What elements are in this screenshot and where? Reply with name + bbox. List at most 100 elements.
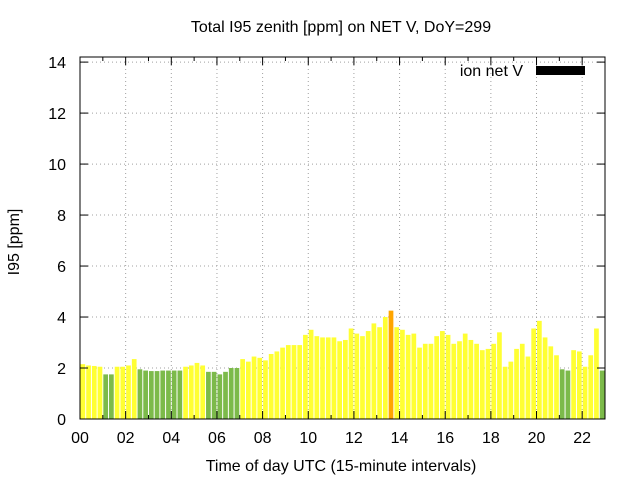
bar — [445, 334, 451, 419]
bar — [228, 368, 234, 419]
x-tick-label: 02 — [117, 430, 135, 447]
bar — [519, 343, 525, 419]
bar — [86, 365, 91, 419]
bar — [531, 328, 537, 419]
bar — [371, 323, 377, 419]
bar — [497, 332, 502, 419]
bar — [314, 336, 320, 419]
x-tick-label: 08 — [254, 430, 272, 447]
bar — [160, 370, 166, 419]
bar — [479, 350, 485, 419]
bar — [405, 334, 411, 419]
bar — [91, 365, 97, 419]
bar — [508, 361, 514, 419]
bar — [548, 346, 554, 419]
y-tick-label: 4 — [57, 310, 66, 327]
x-tick-label: 12 — [345, 430, 363, 447]
x-axis-label: Time of day UTC (15-minute intervals) — [206, 458, 477, 475]
y-tick-label: 14 — [48, 55, 66, 72]
bar — [217, 374, 223, 419]
bar — [257, 357, 263, 419]
legend-label: ion net V — [460, 63, 523, 80]
x-tick-label: 20 — [528, 430, 546, 447]
grid — [80, 57, 605, 419]
x-tick-label: 16 — [436, 430, 454, 447]
y-tick-label: 0 — [57, 412, 66, 429]
x-tick-label: 18 — [482, 430, 500, 447]
bar — [382, 317, 388, 419]
bar — [188, 365, 194, 419]
legend: ion net V — [460, 63, 585, 80]
y-axis-label: I95 [ppm] — [6, 209, 23, 276]
bar — [440, 331, 445, 419]
bar — [354, 333, 360, 419]
bar — [171, 370, 177, 419]
bar — [325, 337, 331, 419]
bar — [588, 355, 594, 419]
bar — [166, 370, 171, 419]
bar — [576, 351, 582, 419]
bar — [291, 345, 297, 419]
bar — [434, 336, 440, 419]
bar — [251, 356, 257, 419]
y-tick-label: 6 — [57, 259, 66, 276]
bar — [211, 371, 217, 419]
bar — [337, 341, 342, 419]
bar — [297, 345, 303, 419]
bar — [97, 366, 103, 419]
x-tick-label: 14 — [391, 430, 409, 447]
bar — [223, 371, 228, 419]
x-tick-label: 04 — [162, 430, 180, 447]
bar — [80, 364, 86, 419]
bar — [542, 337, 548, 419]
bars — [80, 310, 605, 419]
axes — [79, 56, 606, 420]
bar — [457, 341, 462, 419]
bar — [331, 337, 337, 419]
bar — [131, 359, 137, 419]
bar — [525, 356, 531, 419]
bar — [422, 343, 428, 419]
bar — [554, 355, 559, 419]
bar — [468, 339, 474, 419]
bar — [245, 361, 251, 419]
bar — [137, 369, 143, 419]
bar — [394, 327, 400, 419]
bar — [462, 333, 468, 419]
chart-title: Total I95 zenith [ppm] on NET V, DoY=299 — [191, 19, 491, 36]
bar — [240, 359, 245, 419]
plot-frame — [79, 56, 606, 420]
bar — [599, 370, 605, 419]
bar — [559, 369, 565, 419]
x-tick-label: 22 — [573, 430, 591, 447]
bar — [206, 371, 211, 419]
bar — [582, 366, 588, 419]
bar — [411, 333, 417, 419]
bar — [120, 366, 126, 419]
bar — [280, 347, 285, 419]
bar — [377, 327, 382, 419]
bar — [234, 368, 240, 419]
bar — [177, 370, 183, 419]
legend-swatch — [536, 66, 585, 75]
bar — [343, 339, 348, 419]
bar — [109, 374, 114, 419]
bar — [274, 351, 280, 419]
bar — [268, 353, 274, 419]
bar — [348, 328, 354, 419]
bar — [594, 328, 599, 419]
bar — [428, 343, 434, 419]
bar — [400, 329, 405, 419]
y-tick-label: 10 — [48, 157, 66, 174]
bar — [514, 348, 519, 419]
bar — [285, 345, 291, 419]
bar — [194, 362, 200, 419]
bar — [571, 350, 576, 419]
bar — [474, 343, 479, 419]
bar — [143, 370, 148, 419]
bar — [502, 366, 508, 419]
y-tick-label: 2 — [57, 361, 66, 378]
bar — [365, 331, 371, 419]
